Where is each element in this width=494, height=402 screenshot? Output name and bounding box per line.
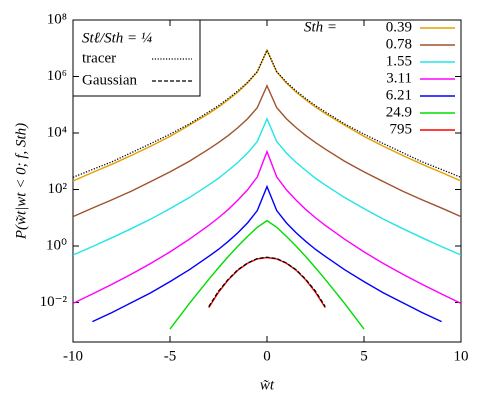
series-line bbox=[73, 48, 461, 182]
plot-lines bbox=[73, 48, 461, 330]
legend-label: 0.78 bbox=[386, 36, 412, 52]
series-line bbox=[169, 219, 365, 330]
series-line bbox=[92, 184, 442, 323]
y-tick-label: 10⁰ bbox=[46, 237, 67, 253]
y-tick-label: 10⁸ bbox=[47, 11, 67, 27]
x-tick-label: -10 bbox=[63, 348, 83, 364]
legend-label: 0.39 bbox=[386, 19, 412, 35]
y-tick-label: 10⁻² bbox=[40, 294, 68, 310]
legend-title: Sth = bbox=[304, 19, 337, 35]
y-tick-label: 10² bbox=[48, 181, 68, 197]
x-tick-label: 0 bbox=[263, 348, 271, 364]
series-line bbox=[73, 84, 461, 218]
y-tick-label: 10⁴ bbox=[47, 124, 67, 140]
series-line bbox=[73, 149, 461, 305]
legend-label: Gaussian bbox=[82, 72, 137, 88]
legend-label: 795 bbox=[390, 121, 413, 137]
series-line bbox=[208, 256, 326, 307]
x-tick-label: -5 bbox=[164, 348, 177, 364]
x-tick-label: 10 bbox=[454, 348, 469, 364]
annotation: Stℓ/Sth = ¼ bbox=[82, 30, 152, 46]
legend-label: 3.11 bbox=[386, 70, 412, 86]
x-axis-label: w̃t bbox=[260, 377, 275, 393]
series-line bbox=[73, 116, 461, 256]
legend-label: 1.55 bbox=[386, 53, 412, 69]
legend-label: tracer bbox=[82, 50, 116, 66]
legend-label: 24.9 bbox=[386, 104, 412, 120]
x-tick-label: 5 bbox=[360, 348, 368, 364]
y-tick-label: 10⁶ bbox=[47, 68, 67, 84]
legend-label: 6.21 bbox=[386, 87, 412, 103]
inset-legend-box bbox=[73, 20, 201, 97]
series-line bbox=[73, 48, 461, 178]
y-axis-label: P(w̃t|wt < 0; f, Sth) bbox=[13, 123, 29, 240]
